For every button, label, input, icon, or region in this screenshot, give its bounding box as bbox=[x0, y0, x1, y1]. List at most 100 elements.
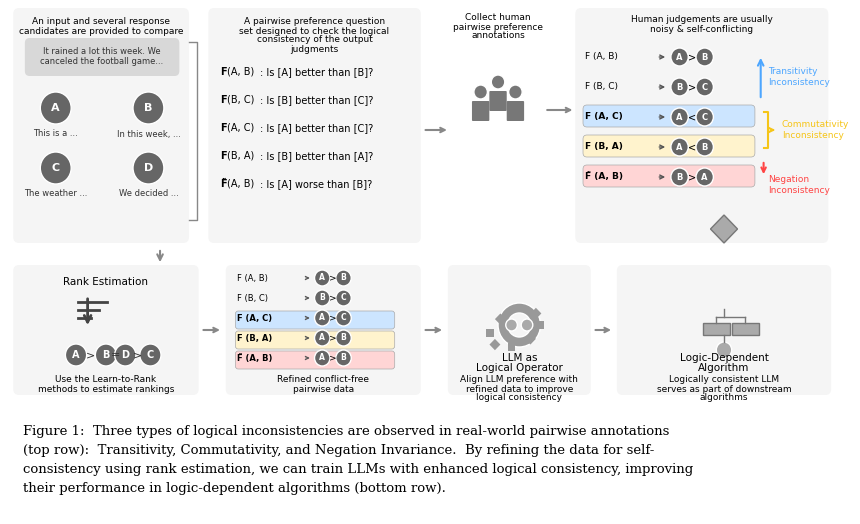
Text: B: B bbox=[677, 82, 683, 92]
Circle shape bbox=[40, 92, 71, 124]
Circle shape bbox=[507, 313, 531, 337]
Text: A: A bbox=[676, 113, 683, 122]
Text: F̃ (A, B): F̃ (A, B) bbox=[585, 172, 623, 181]
Circle shape bbox=[696, 48, 714, 66]
Text: A: A bbox=[702, 172, 708, 181]
Text: consistency using rank estimation, we can train LLMs with enhanced logical consi: consistency using rank estimation, we ca… bbox=[23, 463, 693, 476]
Circle shape bbox=[498, 303, 541, 347]
Text: =: = bbox=[111, 350, 120, 360]
Text: F (A, B): F (A, B) bbox=[585, 52, 617, 61]
Text: Rank Estimation: Rank Estimation bbox=[64, 277, 149, 287]
Text: D: D bbox=[121, 350, 129, 360]
Text: F (A, C): F (A, C) bbox=[237, 313, 273, 322]
Bar bbox=[489, 339, 501, 350]
FancyBboxPatch shape bbox=[507, 101, 524, 121]
Text: Figure 1:  Three types of logical inconsistencies are observed in real-world pai: Figure 1: Three types of logical inconsi… bbox=[23, 425, 669, 438]
Bar bbox=[531, 308, 541, 319]
Text: >: > bbox=[329, 354, 337, 363]
Text: : Is [A] worse than [B]?: : Is [A] worse than [B]? bbox=[261, 179, 372, 189]
Text: C: C bbox=[147, 350, 154, 360]
Circle shape bbox=[506, 319, 518, 331]
Text: B: B bbox=[341, 333, 347, 343]
Polygon shape bbox=[710, 215, 738, 243]
Text: A: A bbox=[52, 103, 60, 113]
Text: <: < bbox=[688, 112, 697, 122]
Text: (A, C): (A, C) bbox=[227, 123, 254, 133]
Text: >: > bbox=[688, 82, 697, 92]
Text: F (B, C): F (B, C) bbox=[237, 293, 268, 302]
Text: Algorithm: Algorithm bbox=[698, 363, 750, 373]
Text: Align LLM preference with: Align LLM preference with bbox=[460, 376, 578, 385]
Circle shape bbox=[716, 342, 732, 358]
Text: set designed to check the logical: set designed to check the logical bbox=[239, 27, 390, 36]
Circle shape bbox=[133, 92, 164, 124]
Bar bbox=[487, 329, 494, 337]
Text: F̃: F̃ bbox=[220, 179, 226, 189]
Text: B: B bbox=[341, 354, 347, 363]
Text: B: B bbox=[341, 274, 347, 282]
Text: A: A bbox=[319, 274, 325, 282]
Text: F: F bbox=[220, 151, 226, 161]
Text: Collect human: Collect human bbox=[465, 14, 531, 23]
Text: F̃ (A, B): F̃ (A, B) bbox=[237, 354, 273, 363]
Text: A: A bbox=[676, 52, 683, 61]
Text: Use the Learn-to-Rank: Use the Learn-to-Rank bbox=[55, 376, 157, 385]
Text: C: C bbox=[702, 82, 708, 92]
Text: F: F bbox=[220, 95, 226, 105]
Circle shape bbox=[140, 344, 161, 366]
Circle shape bbox=[335, 350, 351, 366]
Circle shape bbox=[335, 270, 351, 286]
Text: : Is [A] better than [C]?: : Is [A] better than [C]? bbox=[261, 123, 374, 133]
Text: F (A, C): F (A, C) bbox=[585, 113, 623, 122]
Text: (A, B): (A, B) bbox=[227, 179, 254, 189]
Text: F (B, A): F (B, A) bbox=[237, 333, 273, 343]
Circle shape bbox=[95, 344, 117, 366]
Text: candidates are provided to compare: candidates are provided to compare bbox=[19, 27, 183, 36]
Circle shape bbox=[315, 290, 330, 306]
Bar bbox=[703, 323, 730, 335]
FancyBboxPatch shape bbox=[25, 38, 180, 76]
Text: LLM as: LLM as bbox=[501, 353, 537, 363]
FancyBboxPatch shape bbox=[13, 8, 189, 243]
Text: C: C bbox=[52, 163, 60, 173]
Text: Human judgements are usually: Human judgements are usually bbox=[631, 16, 773, 25]
Text: A: A bbox=[319, 354, 325, 363]
Circle shape bbox=[315, 350, 330, 366]
Circle shape bbox=[315, 310, 330, 326]
Text: consistency of the output: consistency of the output bbox=[256, 36, 372, 45]
Circle shape bbox=[696, 108, 714, 126]
Text: serves as part of downstream: serves as part of downstream bbox=[657, 385, 791, 394]
Text: refined data to improve: refined data to improve bbox=[465, 385, 573, 394]
Text: A: A bbox=[72, 350, 80, 360]
Text: (A, B): (A, B) bbox=[227, 67, 254, 77]
Text: F (B, A): F (B, A) bbox=[585, 143, 623, 151]
Circle shape bbox=[315, 330, 330, 346]
Text: canceled the football game...: canceled the football game... bbox=[40, 58, 163, 67]
Text: : Is [A] better than [B]?: : Is [A] better than [B]? bbox=[261, 67, 374, 77]
Bar bbox=[515, 307, 523, 315]
Text: F (A, B): F (A, B) bbox=[237, 274, 268, 282]
FancyBboxPatch shape bbox=[448, 265, 591, 395]
Bar bbox=[525, 333, 536, 345]
Text: >: > bbox=[688, 52, 697, 62]
FancyBboxPatch shape bbox=[489, 91, 507, 111]
Text: B: B bbox=[702, 52, 708, 61]
Text: >: > bbox=[329, 274, 337, 282]
Circle shape bbox=[696, 78, 714, 96]
Text: Negation
Inconsistency: Negation Inconsistency bbox=[769, 176, 830, 195]
Text: : Is [B] better than [C]?: : Is [B] better than [C]? bbox=[261, 95, 374, 105]
Circle shape bbox=[335, 330, 351, 346]
Circle shape bbox=[508, 85, 522, 99]
Text: An input and several response: An input and several response bbox=[32, 17, 170, 27]
Circle shape bbox=[335, 310, 351, 326]
Circle shape bbox=[696, 168, 714, 186]
Text: : Is [B] better than [A]?: : Is [B] better than [A]? bbox=[261, 151, 374, 161]
FancyBboxPatch shape bbox=[225, 265, 421, 395]
Text: B: B bbox=[102, 350, 109, 360]
Text: The weather ...: The weather ... bbox=[24, 190, 88, 199]
Bar bbox=[732, 323, 759, 335]
Circle shape bbox=[671, 138, 688, 156]
Text: B: B bbox=[319, 293, 325, 302]
Text: >: > bbox=[688, 172, 697, 182]
Text: D: D bbox=[144, 163, 153, 173]
